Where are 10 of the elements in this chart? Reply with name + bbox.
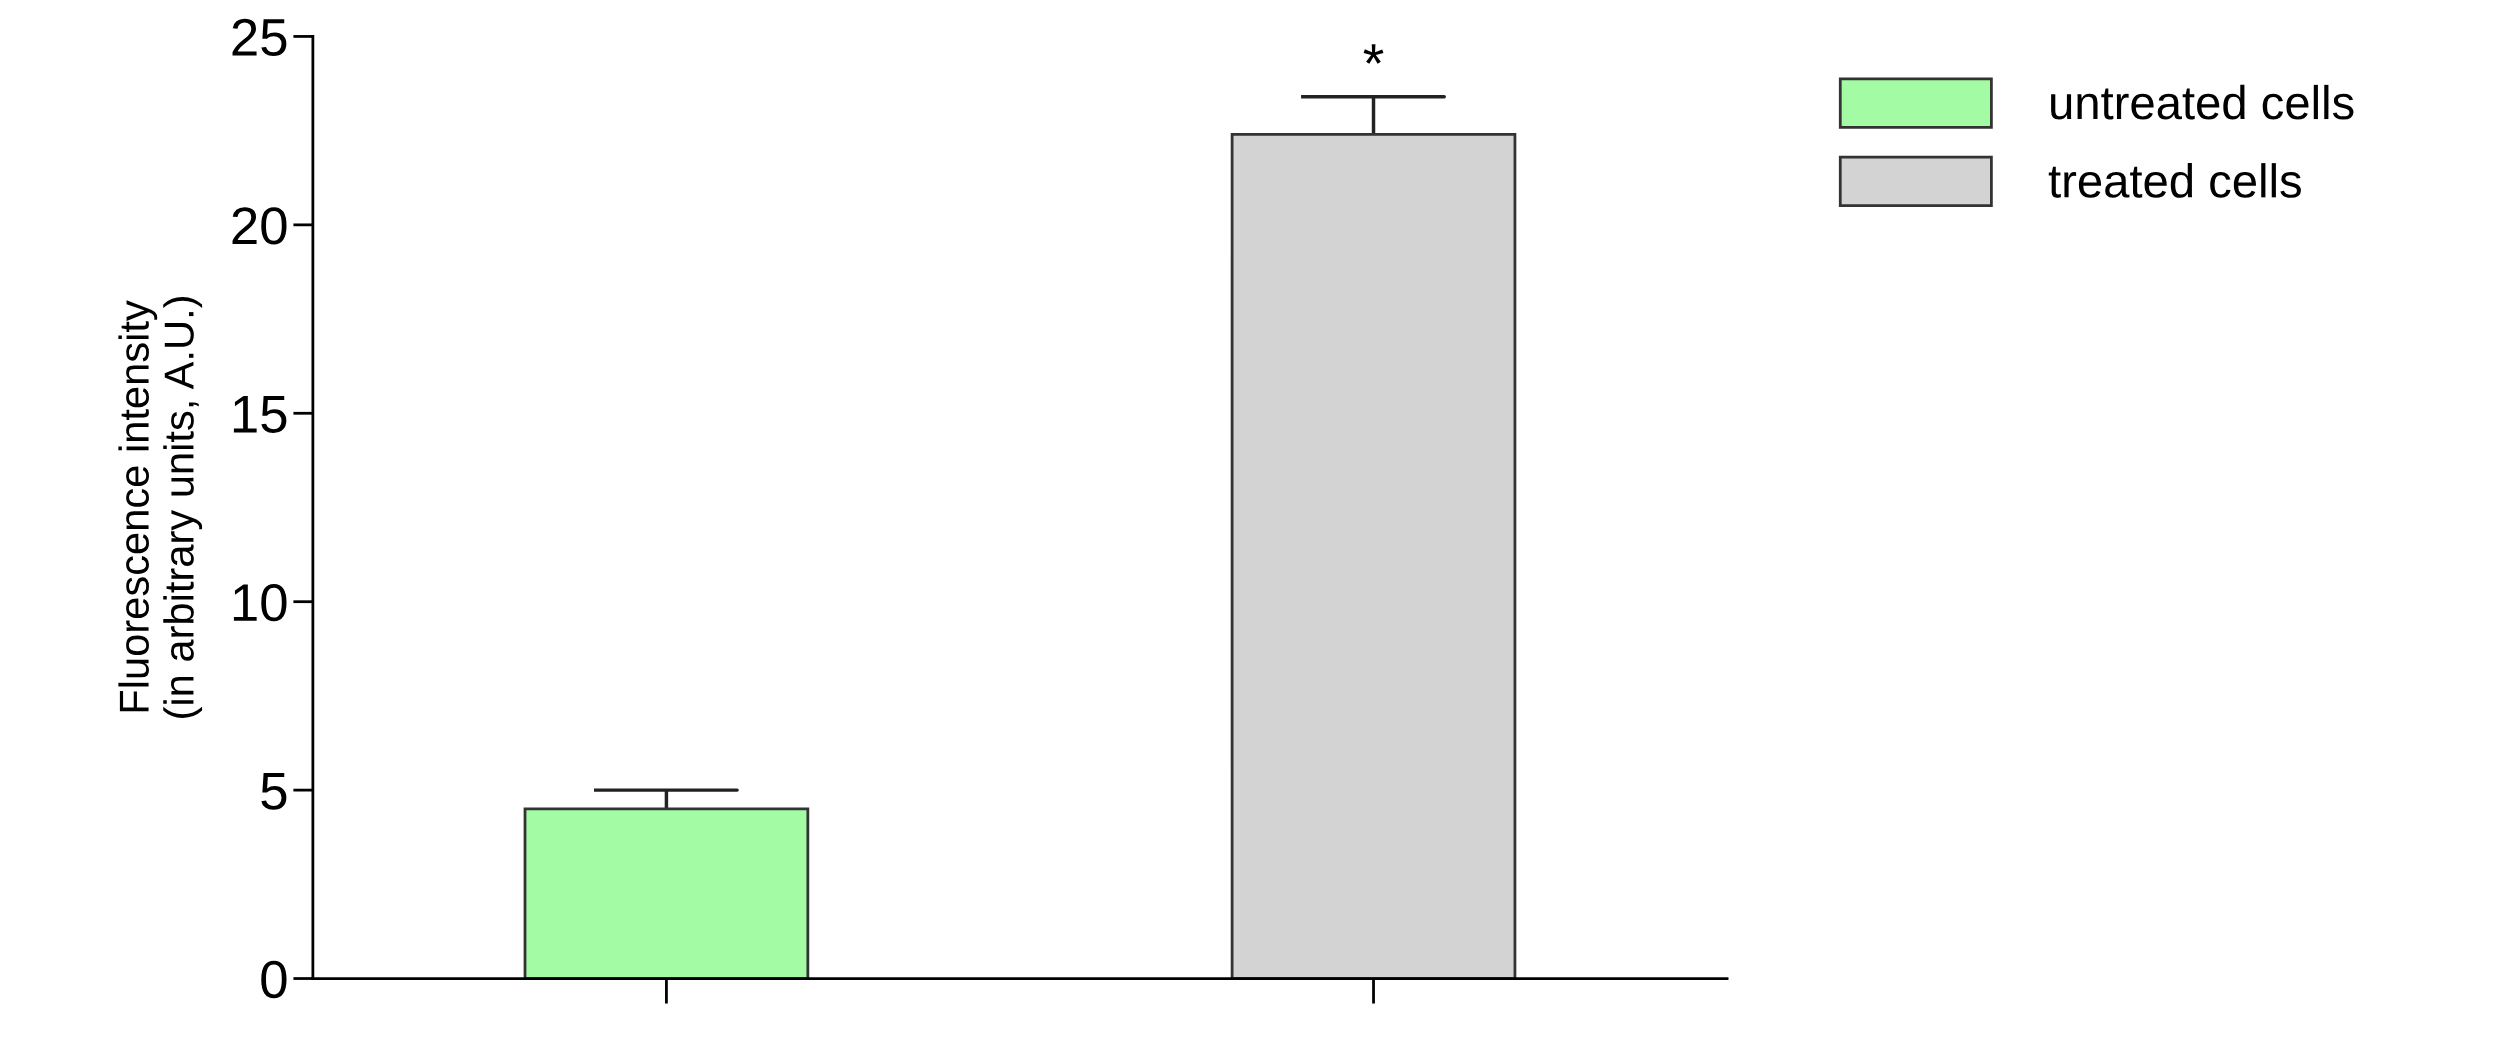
y-tick-label: 5 (261, 772, 287, 810)
y-tick-label: 15 (233, 396, 287, 433)
y-tick-label: 0 (261, 960, 287, 999)
y-tick-label: 20 (232, 207, 287, 245)
legend-label: treated cells (2048, 163, 2301, 198)
legend-label: untreated cells (2051, 84, 2354, 120)
y-axis-title: Fluorescence intensity (in arbitrary units, A.U.) (118, 297, 203, 718)
y-tick-label: 25 (232, 18, 287, 57)
y-tick-label: 10 (233, 583, 287, 622)
annotation: * (1363, 44, 1384, 64)
